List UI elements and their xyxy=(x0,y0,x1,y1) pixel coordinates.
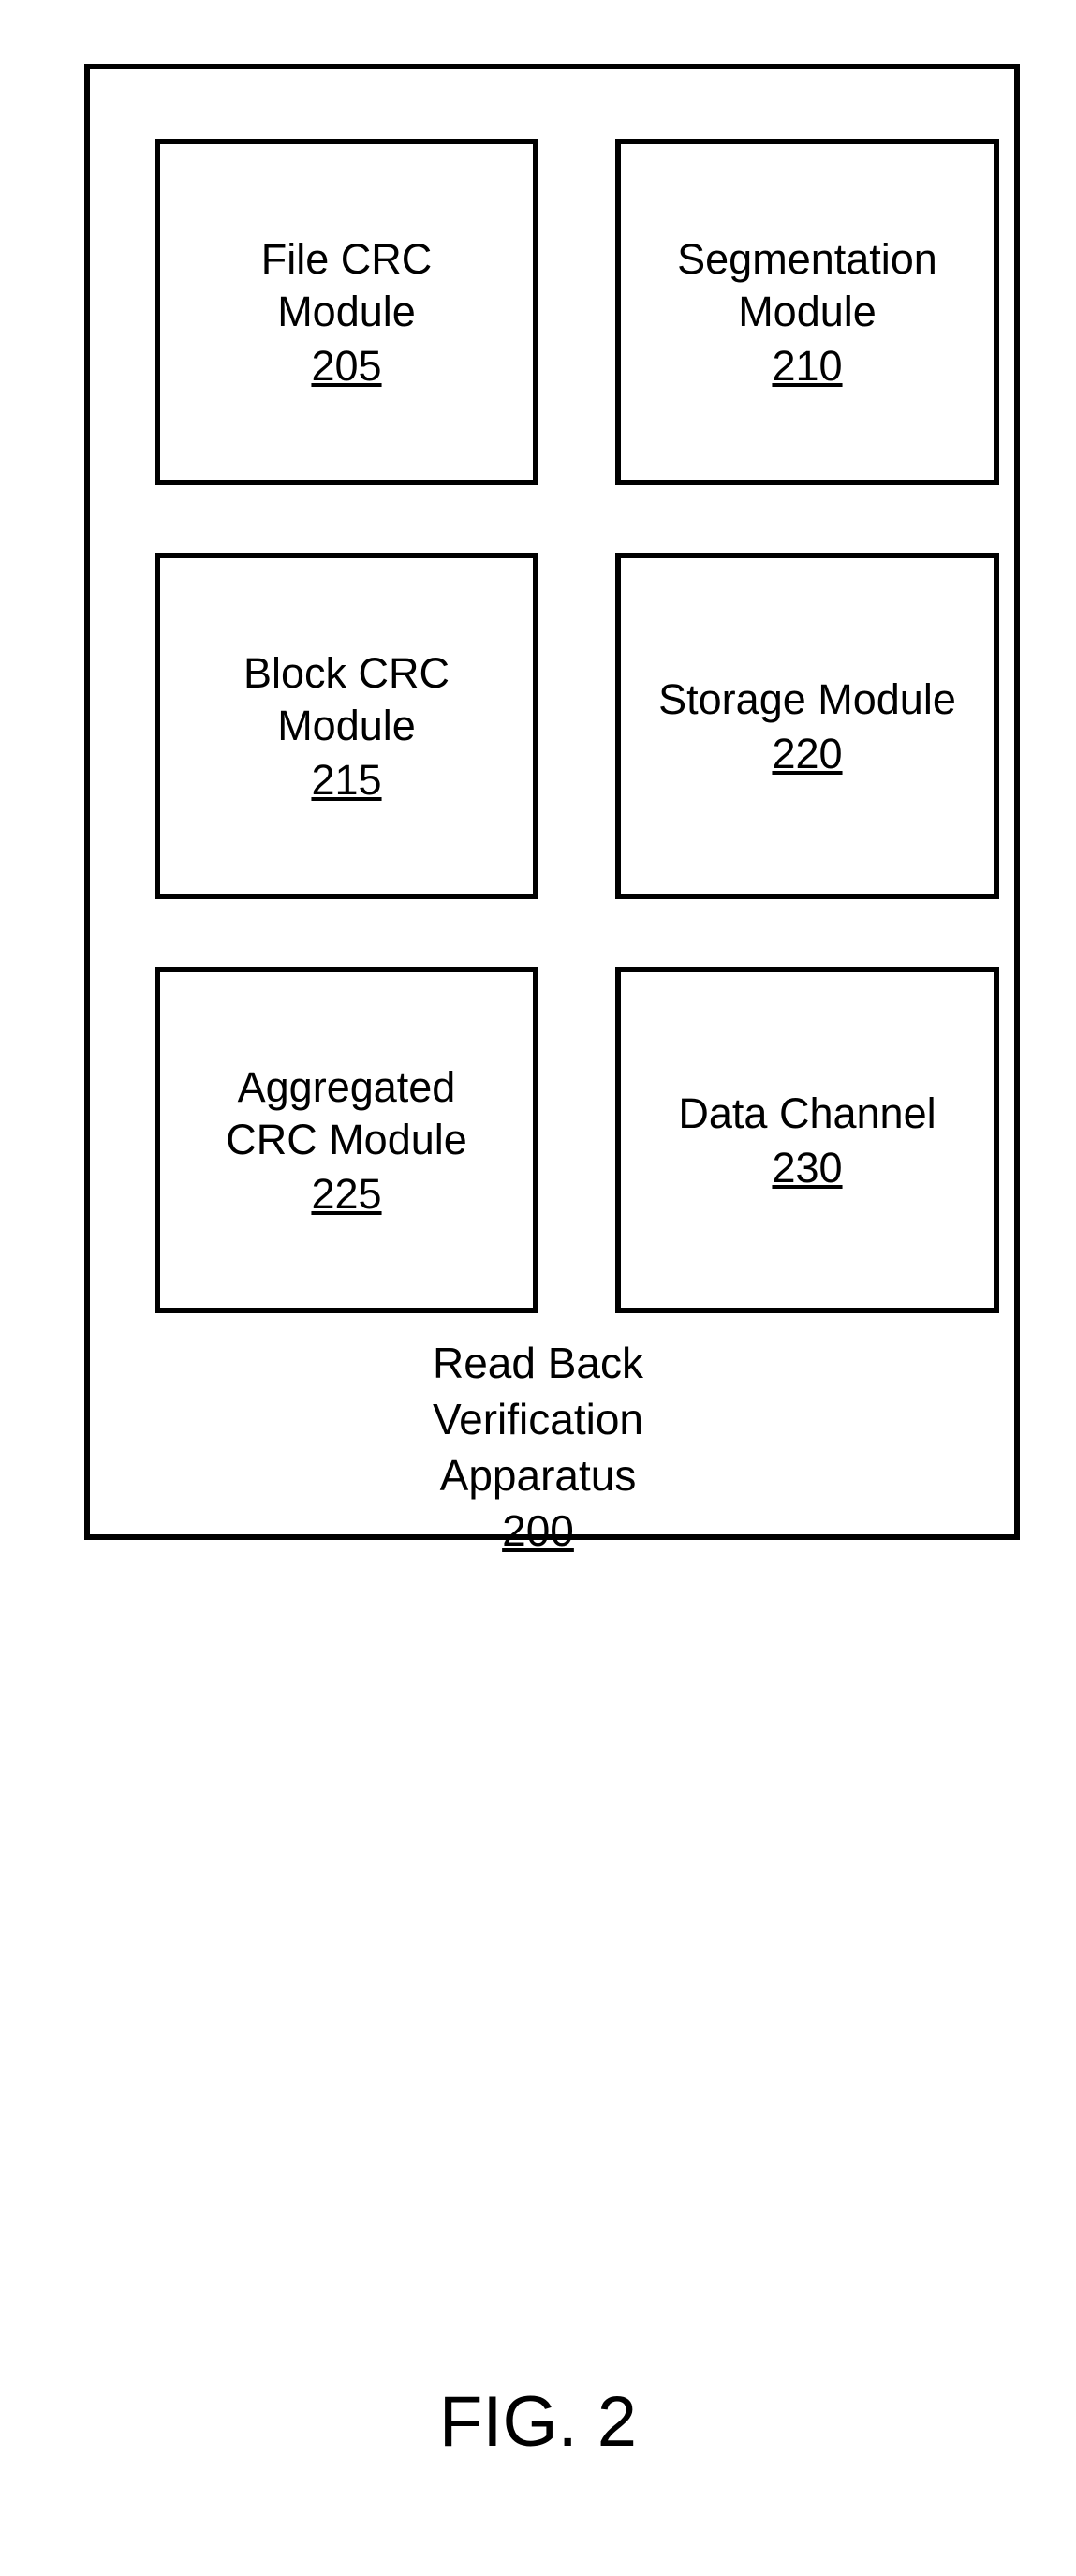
module-file-crc-ref: 205 xyxy=(311,342,381,391)
module-block-crc-ref: 215 xyxy=(311,756,381,805)
module-aggregated-crc: AggregatedCRC Module225 xyxy=(155,967,538,1313)
module-data-channel-label: Data Channel xyxy=(678,1088,936,1140)
module-data-channel-ref: 230 xyxy=(772,1144,842,1192)
apparatus-line2: Verification xyxy=(0,1392,1076,1448)
module-storage-label: Storage Module xyxy=(658,674,956,726)
apparatus-line1: Read Back xyxy=(0,1336,1076,1392)
module-block-crc: Block CRCModule215 xyxy=(155,553,538,899)
module-aggregated-crc-ref: 225 xyxy=(311,1170,381,1219)
apparatus-line3: Apparatus xyxy=(0,1448,1076,1504)
module-segmentation-ref: 210 xyxy=(772,342,842,391)
figure-label: FIG. 2 xyxy=(0,2381,1076,2463)
figure-label-text: FIG. 2 xyxy=(439,2382,637,2462)
module-segmentation-label: SegmentationModule xyxy=(677,233,937,339)
module-file-crc: File CRCModule205 xyxy=(155,139,538,485)
module-storage: Storage Module220 xyxy=(615,553,999,899)
module-block-crc-label: Block CRCModule xyxy=(243,647,450,753)
module-data-channel: Data Channel230 xyxy=(615,967,999,1313)
module-storage-ref: 220 xyxy=(772,730,842,778)
module-aggregated-crc-label: AggregatedCRC Module xyxy=(226,1061,467,1167)
module-file-crc-label: File CRCModule xyxy=(261,233,433,339)
apparatus-label-block: Read Back Verification Apparatus 200 xyxy=(0,1336,1076,1560)
module-segmentation: SegmentationModule210 xyxy=(615,139,999,485)
apparatus-ref: 200 xyxy=(0,1503,1076,1560)
